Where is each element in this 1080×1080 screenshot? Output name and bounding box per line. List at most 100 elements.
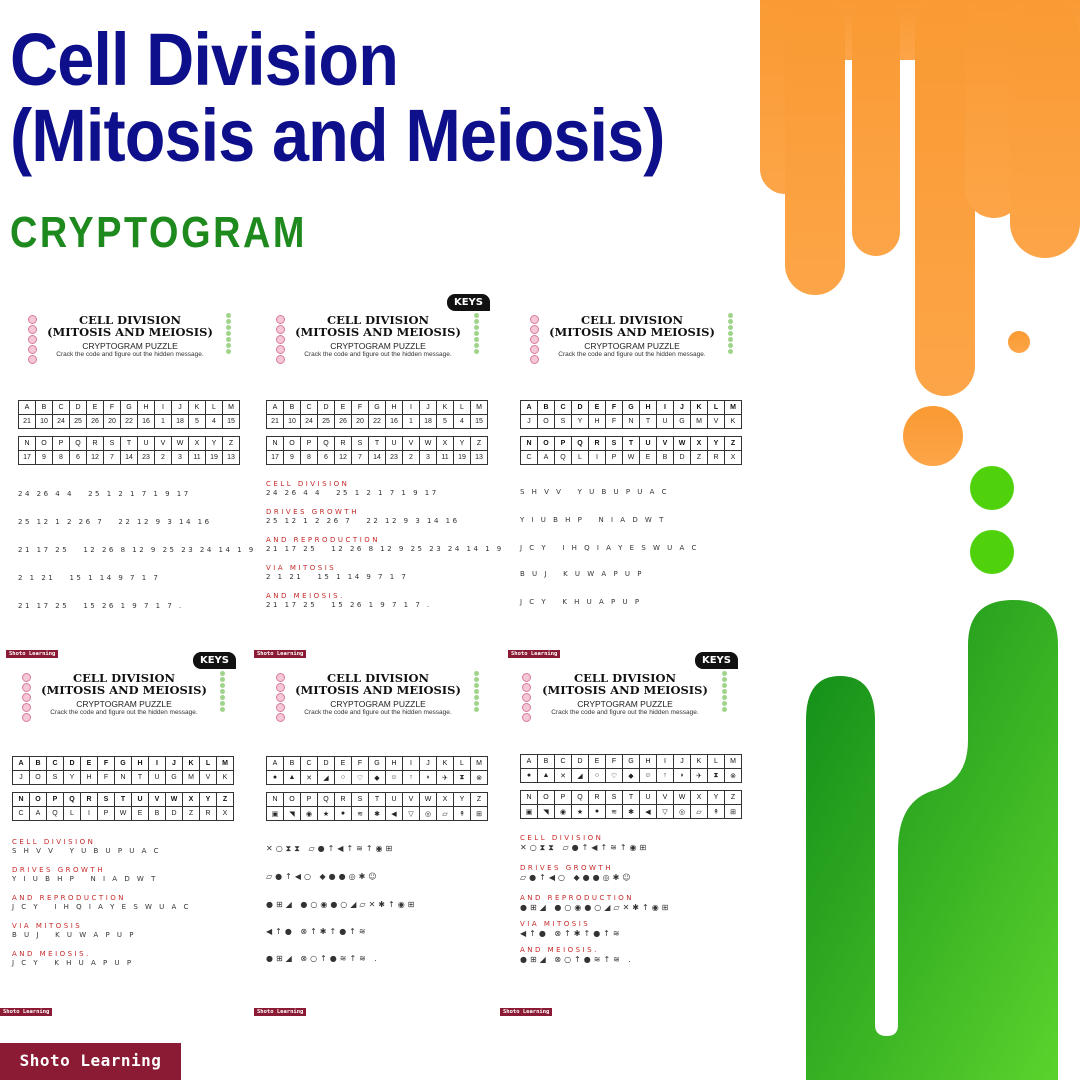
key-cell: Z: [724, 436, 742, 451]
worksheet-header: CELL DIVISION (MITOSIS AND MEIOSIS) CRYP…: [500, 672, 750, 716]
green-beads-icon: [472, 670, 480, 713]
key-cell: N: [12, 792, 30, 807]
key-cell: B: [29, 756, 47, 771]
page-title-line1: Cell Division: [10, 18, 399, 101]
key-cell: ⊗: [470, 770, 488, 785]
key-cell: K: [436, 756, 454, 771]
key-cell: M: [724, 754, 742, 769]
green-shape: [806, 600, 1058, 1080]
key-cell: A: [266, 756, 284, 771]
key-cell: Y: [199, 792, 217, 807]
key-cell: P: [46, 792, 64, 807]
key-cell: 6: [317, 450, 335, 465]
key-cell: S: [351, 792, 369, 807]
key-cell: L: [707, 754, 725, 769]
key-cell: K: [690, 754, 708, 769]
key-cell: Q: [69, 436, 87, 451]
key-cell: N: [520, 790, 538, 805]
key-cell: B: [283, 400, 301, 415]
worksheet-title-2: (MITOSIS AND MEIOSIS): [295, 683, 461, 697]
key-cell: 7: [351, 450, 369, 465]
key-cell: J: [12, 770, 30, 785]
key-cell: ⊞: [724, 804, 742, 819]
key-cell: ◆: [622, 768, 640, 783]
green-beads-icon: [726, 312, 734, 355]
key-cell: N: [18, 436, 36, 451]
key-cell: H: [80, 770, 98, 785]
key-cell: 17: [266, 450, 284, 465]
key-cell: 2: [154, 450, 172, 465]
key-cell: W: [419, 436, 437, 451]
key-cell: E: [588, 400, 606, 415]
worksheet-instruction: Crack the code and figure out the hidden…: [304, 709, 452, 716]
key-cell: ○: [588, 768, 606, 783]
key-cell: G: [114, 756, 132, 771]
key-cell: ≋: [605, 804, 623, 819]
key-cell: ●: [266, 770, 284, 785]
key-cell: J: [673, 754, 691, 769]
key-cell: ▣: [266, 806, 284, 821]
puzzle-line: ●⊞◢ ⊗○↑●≋↑≋ .: [520, 955, 634, 964]
key-cell: M: [470, 756, 488, 771]
puzzle-line: ▱●↑◀○ ◆●●◎✱☺: [520, 873, 634, 882]
key-cell: A: [520, 754, 538, 769]
key-cell: T: [639, 414, 657, 429]
worksheet-header: CELL DIVISION (MITOSIS AND MEIOSIS) CRYP…: [0, 672, 248, 716]
worksheet-title-2: (MITOSIS AND MEIOSIS): [542, 683, 708, 697]
answer-line: VIA MITOSIS: [266, 564, 337, 572]
key-cell: Q: [317, 792, 335, 807]
key-cell: U: [656, 414, 674, 429]
worksheet-title-2: (MITOSIS AND MEIOSIS): [41, 683, 207, 697]
key-cell: V: [154, 436, 172, 451]
key-cell: A: [520, 400, 538, 415]
key-cell: R: [80, 792, 98, 807]
key-cell: 14: [120, 450, 138, 465]
puzzle-line: ◀↑● ⊗↑✱↑●↑≋: [520, 929, 623, 938]
key-cell: 18: [171, 414, 189, 429]
key-cell: ●: [520, 768, 538, 783]
puzzle-line: 21 17 25 12 26 8 12 9 25 23 24 14 1 9 17: [266, 545, 523, 553]
worksheet-subtitle: CRYPTOGRAM PUZZLE: [330, 699, 426, 709]
key-cell: H: [137, 400, 155, 415]
worksheet-footer: Shoto Learning: [254, 650, 307, 658]
key-cell: T: [114, 792, 132, 807]
worksheet-page-3: CELL DIVISION (MITOSIS AND MEIOSIS) CRYP…: [508, 308, 756, 658]
key-cell: X: [690, 436, 708, 451]
key-cell: 9: [283, 450, 301, 465]
green-beads-icon: [472, 312, 480, 355]
key-cell: P: [52, 436, 70, 451]
key-cell: ▽: [402, 806, 420, 821]
green-dots: [970, 466, 1014, 574]
key-cell: V: [148, 792, 166, 807]
answer-line: DRIVES GROWTH: [266, 508, 359, 516]
key-cell: W: [114, 806, 132, 821]
worksheet-page-2: KEYS CELL DIVISION (MITOSIS AND MEIOSIS)…: [254, 294, 520, 658]
key-cell: Z: [470, 436, 488, 451]
worksheet-footer: Shoto Learning: [508, 650, 561, 658]
puzzle-line: ✕○⧗⧗ ▱●↑◀↑≋↑◉⊞: [266, 844, 396, 853]
worksheet-header: CELL DIVISION (MITOSIS AND MEIOSIS) CRYP…: [508, 314, 756, 358]
key-cell: 12: [334, 450, 352, 465]
key-cell: S: [605, 436, 623, 451]
key-cell: N: [622, 414, 640, 429]
key-cell: 24: [300, 414, 318, 429]
key-cell: Z: [182, 806, 200, 821]
key-cell: Y: [205, 436, 223, 451]
worksheet-subtitle: CRYPTOGRAM PUZZLE: [584, 341, 680, 351]
key-cell: ≋: [351, 806, 369, 821]
key-cell: D: [63, 756, 81, 771]
key-cell: I: [588, 450, 606, 465]
key-cell: Z: [724, 790, 742, 805]
worksheet-instruction: Crack the code and figure out the hidden…: [56, 351, 204, 358]
key-cell: ✱: [368, 806, 386, 821]
key-cell: J: [520, 414, 538, 429]
key-cell: I: [402, 756, 420, 771]
key-cell: ✱: [622, 804, 640, 819]
key-cell: R: [334, 436, 352, 451]
